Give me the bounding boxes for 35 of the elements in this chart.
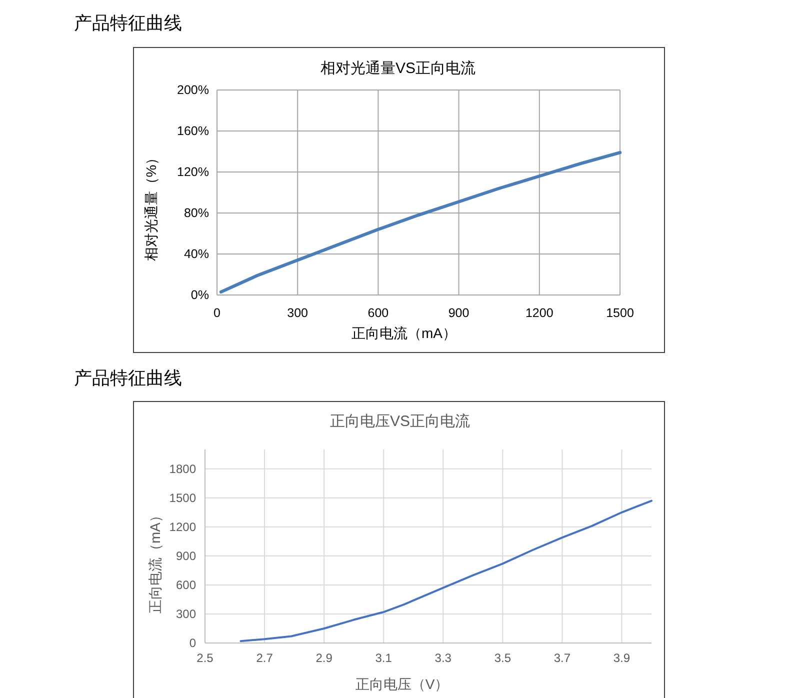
text: 产品特征曲线: [74, 368, 182, 388]
y-tick-label: 1500: [169, 490, 196, 505]
y-tick-label: 40%: [184, 247, 209, 261]
x-tick-label: 2.5: [196, 651, 214, 665]
x-tick-label: 3.1: [375, 651, 392, 665]
y-tick-label: 160%: [177, 124, 209, 138]
y-tick-label: 0%: [190, 288, 209, 302]
x-axis-title: 正向电压（V）: [355, 676, 449, 692]
y-tick-label: 120%: [177, 165, 209, 179]
chart-title: 正向电压VS正向电流: [330, 413, 470, 430]
x-tick-label: 2.7: [256, 651, 274, 665]
y-tick-label: 600: [176, 578, 196, 592]
x-tick-label: 3.7: [554, 651, 571, 665]
y-axis-title: 相对光通量（%）: [143, 150, 159, 262]
y-tick-label: 80%: [184, 206, 209, 220]
x-tick-label: 600: [368, 306, 389, 320]
text: 产品特征曲线: [74, 13, 182, 33]
y-tick-label: 900: [176, 548, 196, 563]
x-tick-label: 3.9: [613, 651, 630, 665]
x-tick-label: 1200: [525, 306, 554, 320]
x-tick-label: 3.5: [494, 651, 512, 665]
x-tick-label: 3.3: [434, 651, 452, 665]
x-tick-label: 0: [214, 306, 221, 320]
x-tick-label: 900: [448, 306, 470, 320]
chart-title: 相对光通量VS正向电流: [320, 60, 476, 77]
y-tick-label: 1200: [169, 520, 196, 534]
x-axis-title: 正向电流（mA）: [352, 325, 456, 341]
y-tick-label: 0: [189, 636, 196, 650]
x-tick-label: 2.9: [316, 651, 333, 665]
y-axis-title: 正向电流（mA）: [147, 508, 163, 614]
x-tick-label: 1500: [606, 306, 634, 320]
x-tick-label: 300: [287, 306, 308, 320]
y-tick-label: 1800: [169, 462, 196, 476]
y-tick-label: 300: [176, 606, 196, 621]
y-tick-label: 200%: [177, 83, 209, 97]
